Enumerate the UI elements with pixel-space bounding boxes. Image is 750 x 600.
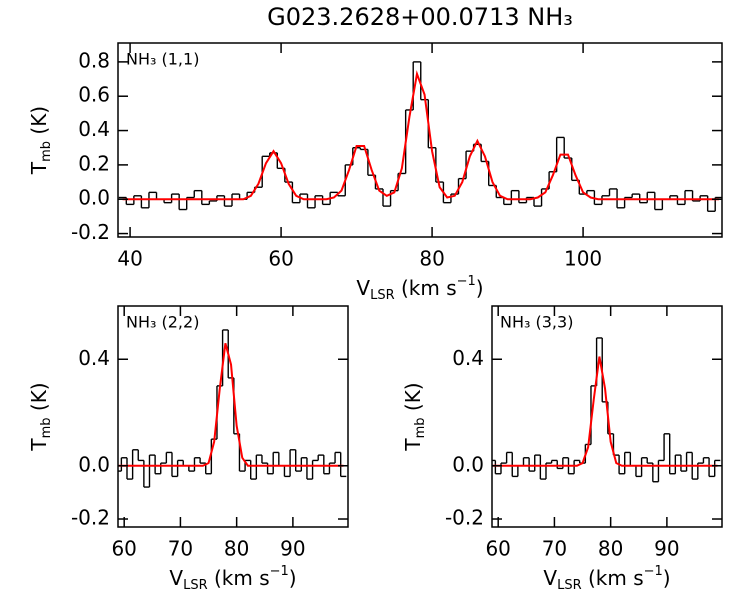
y-axis-label: Tmb (K) [401,382,428,451]
x-label-part: (km s [395,276,457,300]
x-label-part: −1 [644,564,663,579]
x-label-part: −1 [270,564,289,579]
y-tick-label: 0.0 [452,452,484,476]
x-label-part: V [356,276,370,300]
y-tick-label: 0.4 [78,346,110,370]
y-label-part: mb [413,417,428,438]
y-tick-label: 0.4 [452,346,484,370]
x-label-part: −1 [457,274,476,289]
y-tick-label: 0.6 [78,83,110,107]
x-label-part: (km s [208,566,270,590]
x-tick-label: 60 [111,537,136,561]
x-axis-label: VLSR (km s−1) [543,564,670,593]
x-tick-label: 90 [654,537,679,561]
y-tick-label: 0.2 [78,151,110,175]
y-tick-label: 0.0 [78,452,110,476]
x-label-part: LSR [183,578,208,593]
fit-line [122,70,719,201]
x-label-part: V [169,566,183,590]
y-axis-label: Tmb (K) [27,382,54,451]
x-tick-label: 80 [598,537,623,561]
x-label-part: LSR [557,578,582,593]
x-label-part: LSR [370,288,395,303]
x-axis-label: VLSR (km s−1) [169,564,296,593]
fit-line [492,356,718,467]
x-tick-label: 80 [419,247,444,271]
x-tick-label: 60 [485,537,510,561]
x-tick-label: 40 [117,247,142,271]
y-label-part: mb [39,141,54,162]
x-label-part: (km s [582,566,644,590]
y-label-part: T [27,161,51,175]
x-label-part: ) [663,566,671,590]
x-label-part: ) [476,276,484,300]
panel-label: NH₃ (3,3) [500,313,573,332]
y-tick-label: 0.4 [78,117,110,141]
x-label-part: ) [289,566,297,590]
x-label-part: V [543,566,557,590]
fit-line [118,343,344,467]
y-label-part: mb [39,417,54,438]
panel-label: NH₃ (2,2) [126,313,199,332]
y-tick-label: -0.2 [71,220,110,244]
x-tick-label: 90 [280,537,305,561]
y-label-part: (K) [27,106,51,141]
y-label-part: T [27,438,51,452]
y-label-part: T [401,438,425,452]
y-label-part: (K) [401,382,425,417]
y-axis-label: Tmb (K) [27,106,54,175]
x-tick-label: 80 [224,537,249,561]
y-label-part: (K) [27,382,51,417]
axes-frame [117,305,349,528]
y-tick-label: 0.8 [78,48,110,72]
x-tick-label: 70 [542,537,567,561]
panel-label: NH₃ (1,1) [126,50,199,69]
y-tick-label: 0.0 [78,186,110,210]
axes-frame [117,42,723,238]
x-tick-label: 70 [168,537,193,561]
x-tick-label: 60 [268,247,293,271]
x-tick-label: 100 [564,247,602,271]
y-tick-label: -0.2 [445,506,484,530]
x-axis-label: VLSR (km s−1) [356,274,483,303]
y-tick-label: -0.2 [71,506,110,530]
figure-title: G023.2628+00.0713 NH₃ [267,3,573,31]
axes-frame [491,305,723,528]
